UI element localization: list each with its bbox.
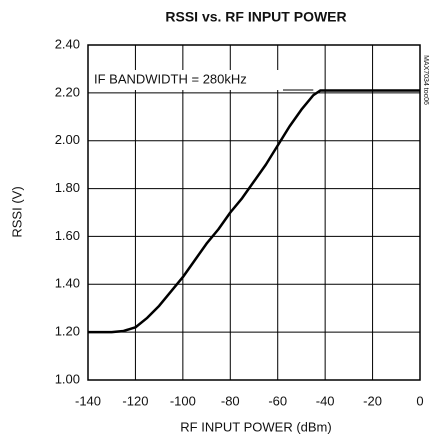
x-tick-label: 0 <box>416 393 423 408</box>
y-axis-label: RSSI (V) <box>9 186 24 237</box>
y-tick-label: 1.00 <box>55 371 80 386</box>
figure-id: MAX7034 toc06 <box>422 55 429 105</box>
x-tick-label: -40 <box>316 393 335 408</box>
x-tick-label: -120 <box>122 393 148 408</box>
x-axis-label: RF INPUT POWER (dBm) <box>180 419 331 434</box>
y-tick-label: 2.20 <box>55 84 80 99</box>
x-tick-label: -140 <box>75 393 101 408</box>
y-tick-label: 1.60 <box>55 228 80 243</box>
x-tick-label: -60 <box>268 393 287 408</box>
chart-title: RSSI vs. RF INPUT POWER <box>165 9 346 25</box>
y-tick-label: 2.40 <box>55 36 80 51</box>
y-tick-label: 2.00 <box>55 132 80 147</box>
x-tick-label: -100 <box>170 393 196 408</box>
x-tick-label: -20 <box>363 393 382 408</box>
plot-frame <box>87 44 421 381</box>
data-line <box>88 89 420 334</box>
annotation-bg <box>91 70 281 90</box>
y-tick-label: 1.80 <box>55 180 80 195</box>
x-tick-label: -80 <box>221 393 240 408</box>
annotation: IF BANDWIDTH = 280kHz <box>94 71 247 86</box>
y-tick-label: 1.40 <box>55 276 80 291</box>
y-tick-label: 1.20 <box>55 324 80 339</box>
